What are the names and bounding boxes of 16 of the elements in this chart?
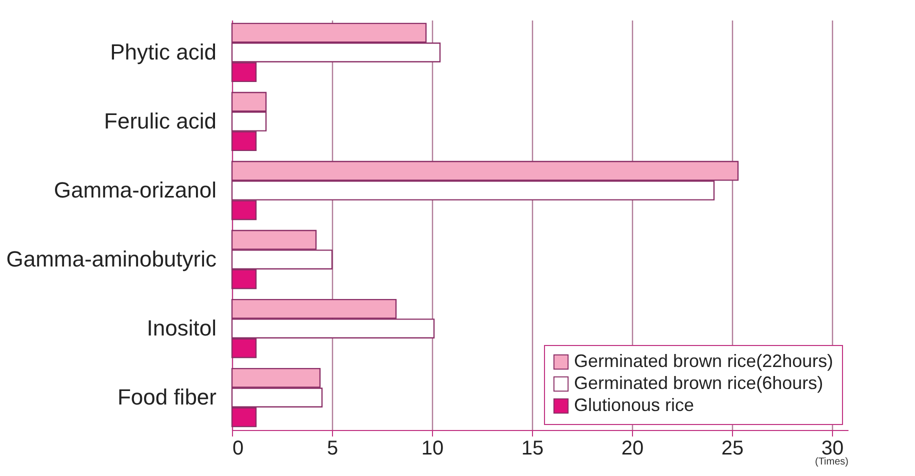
x-tick-label: 15 (521, 438, 544, 460)
x-tick-label: 10 (421, 438, 444, 460)
x-tick-label: 20 (621, 438, 644, 460)
y-tick-label: Phytic acid (110, 39, 216, 64)
x-tick-label: 0 (232, 438, 244, 460)
legend-label: Germinated brown rice(22hours) (574, 351, 834, 371)
x-tick-label: 25 (721, 438, 744, 460)
y-tick-label: Gamma-orizanol (54, 177, 216, 202)
y-tick-label: Ferulic acid (104, 108, 216, 134)
legend-label: Glutionous rice (574, 395, 694, 415)
y-tick-label: Gamma-aminobutyric (6, 246, 216, 272)
y-tick-label: Inositol (146, 316, 216, 341)
x-tick-label: 5 (326, 438, 338, 460)
y-tick-label: Food fiber (117, 384, 216, 410)
legend-label: Germinated brown rice(6hours) (574, 373, 824, 393)
x-axis-title: (Times) (814, 456, 848, 468)
